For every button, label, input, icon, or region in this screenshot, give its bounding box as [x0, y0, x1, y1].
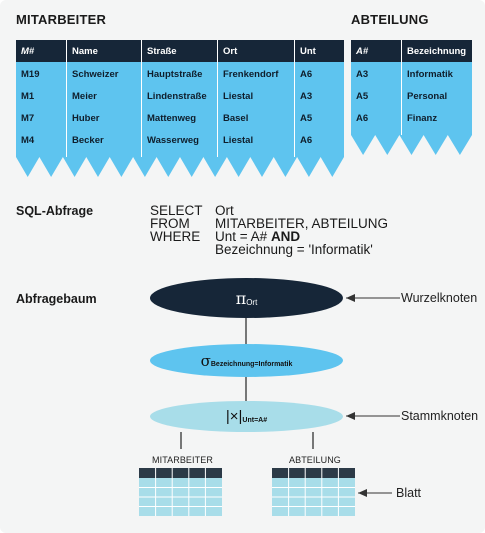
table-cell: Becker — [72, 135, 104, 146]
selection-subscript: Bezeichnung=Informatik — [210, 361, 293, 368]
projection-symbol: π — [235, 288, 247, 308]
table-cell: A6 — [300, 69, 313, 80]
mitarbeiter-col-ort: Frenkendorf Liestal Basel Liestal — [217, 62, 294, 157]
mitarbeiter-col-header: Unt — [294, 40, 344, 62]
mitarbeiter-header-row: M# Name Straße Ort Unt — [16, 40, 344, 62]
table-cell: Meier — [72, 91, 97, 102]
projection-node: π Ort — [150, 278, 343, 318]
sql-condition-2: Bezeichnung = 'Informatik' — [215, 242, 373, 257]
leaf-right-label: ABTEILUNG — [289, 455, 341, 465]
leaf-left-grid-icon — [139, 468, 222, 516]
mitarbeiter-col-header: Ort — [217, 40, 294, 62]
table-cell: Hauptstraße — [147, 69, 203, 80]
mitarbeiter-col-name: Schweizer Meier Huber Becker — [66, 62, 141, 157]
sql-where-clause: Unt = A# AND — [215, 229, 388, 244]
table-cell: Huber — [72, 113, 100, 124]
table-cell: M7 — [21, 113, 35, 124]
table-cell: Basel — [223, 113, 249, 124]
sql-select-keyword: SELECT — [150, 203, 203, 218]
mitarbeiter-col-strasse: Hauptstraße Lindenstraße Mattenweg Wasse… — [141, 62, 217, 157]
mitarbeiter-col-header: Name — [66, 40, 141, 62]
mitarbeiter-col-header: M# — [21, 46, 35, 57]
table-cell: Mattenweg — [147, 113, 197, 124]
table-cell: Informatik — [407, 69, 453, 80]
table-cell: A5 — [356, 91, 369, 102]
sql-keywords: SELECT FROM WHERE — [150, 203, 203, 244]
arrow-join-head — [346, 412, 355, 420]
arrow-leaf-head — [358, 489, 367, 497]
table-cell: A3 — [356, 69, 369, 80]
table-cell: Lindenstraße — [147, 91, 207, 102]
sql-from-value: MITARBEITER, ABTEILUNG — [215, 216, 389, 231]
table-cell: A5 — [300, 113, 313, 124]
sql-where-keyword: WHERE — [150, 229, 201, 244]
join-subscript: Unt=A# — [242, 417, 268, 424]
table-cell: Liestal — [223, 135, 254, 146]
abteilung-col-anr: A3 A5 A6 — [351, 62, 401, 135]
mitarbeiter-zigzag-edge — [16, 157, 344, 177]
join-node: |×| Unt=A# — [150, 401, 343, 432]
projection-subscript: Ort — [246, 297, 258, 307]
arrow-root-head — [346, 294, 355, 302]
sql-and-keyword: AND — [270, 229, 301, 244]
table-cell: M4 — [21, 135, 35, 146]
abteilung-col-bezeichnung: Informatik Personal Finanz — [401, 62, 472, 135]
leaf-left-label: MITARBEITER — [152, 455, 213, 465]
leaf-right-grid-icon — [272, 468, 355, 516]
table-cell: Wasserweg — [147, 135, 199, 146]
selection-node: σ Bezeichnung=Informatik — [150, 344, 343, 377]
sql-from-keyword: FROM — [150, 216, 190, 231]
table-cell: A3 — [300, 91, 313, 102]
abteilung-table: A# Bezeichnung A3 A5 A6 Informatik Perso… — [351, 40, 472, 157]
mitarbeiter-title: MITARBEITER — [16, 12, 107, 27]
table-cell: Frenkendorf — [223, 69, 279, 80]
leaf-annotation: Blatt — [396, 486, 422, 500]
mitarbeiter-col-unt: A6 A3 A5 A6 — [294, 62, 344, 157]
mitarbeiter-table: M# Name Straße Ort Unt M19 M1 M7 M4 Schw… — [16, 40, 344, 179]
tree-label: Abfragebaum — [16, 292, 97, 306]
table-cell: Personal — [407, 91, 448, 102]
abteilung-title: ABTEILUNG — [351, 12, 429, 27]
sql-where-value: Unt = A# — [215, 229, 268, 244]
table-cell: A6 — [356, 113, 369, 124]
sql-select-value: Ort — [215, 203, 234, 218]
abteilung-body: A3 A5 A6 Informatik Personal Finanz — [351, 62, 472, 135]
table-cell: M1 — [21, 91, 35, 102]
abteilung-header-row: A# Bezeichnung — [351, 40, 472, 62]
join-symbol: |×| — [225, 408, 243, 425]
abteilung-col-header: A# — [356, 46, 369, 57]
mitarbeiter-body: M19 M1 M7 M4 Schweizer Meier Huber Becke… — [16, 62, 344, 157]
sql-values: Ort MITARBEITER, ABTEILUNG Unt = A# AND … — [215, 203, 389, 257]
selection-symbol: σ — [200, 351, 211, 370]
table-cell: Schweizer — [72, 69, 119, 80]
abteilung-col-header: Bezeichnung — [401, 40, 472, 62]
abteilung-zigzag-edge — [351, 135, 472, 155]
mitarbeiter-col-mnr: M19 M1 M7 M4 — [16, 62, 66, 157]
table-cell: M19 — [21, 69, 40, 80]
table-cell: Finanz — [407, 113, 438, 124]
sql-label: SQL-Abfrage — [16, 204, 94, 218]
table-cell: A6 — [300, 135, 313, 146]
mitarbeiter-col-header: Straße — [141, 40, 217, 62]
root-node-annotation: Wurzelknoten — [401, 291, 478, 305]
table-cell: Liestal — [223, 91, 254, 102]
stem-node-annotation: Stammknoten — [401, 409, 479, 423]
